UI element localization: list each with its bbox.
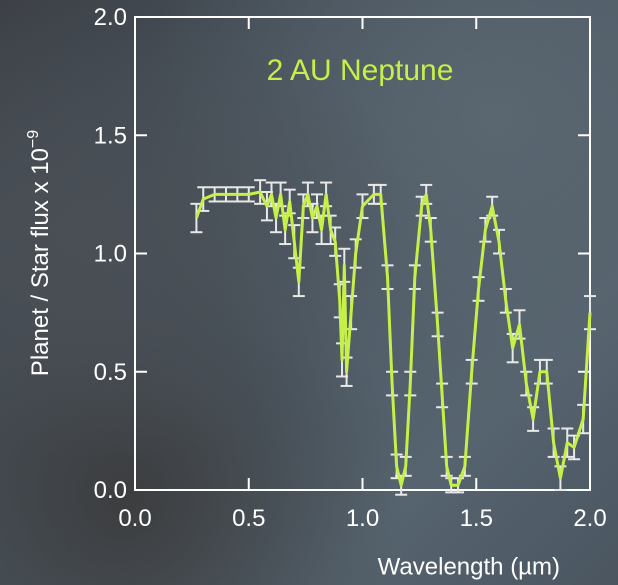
data-line — [196, 192, 590, 485]
y-axis-label-text: Planet / Star flux x 10 — [27, 148, 54, 376]
chart: 2 AU Neptune Wavelength (µm) Planet / St… — [0, 0, 618, 585]
x-axis-label: Wavelength (µm) — [378, 553, 560, 580]
plot-frame — [135, 17, 590, 490]
y-tick-label: 1.0 — [94, 241, 127, 268]
y-tick-label: 0.0 — [94, 477, 127, 504]
x-tick-label: 1.0 — [346, 505, 379, 532]
x-tick-label: 0.5 — [232, 505, 265, 532]
x-tick-label: 2.0 — [573, 505, 606, 532]
chart-title: 2 AU Neptune — [267, 54, 454, 87]
y-axis-label-exponent: −9 — [25, 130, 42, 148]
x-tick-label: 1.5 — [460, 505, 493, 532]
y-tick-label: 1.5 — [94, 122, 127, 149]
y-axis-label: Planet / Star flux x 10−9 — [25, 130, 54, 376]
x-tick-label: 0.0 — [118, 505, 151, 532]
y-tick-label: 0.5 — [94, 359, 127, 386]
y-tick-label: 2.0 — [94, 4, 127, 31]
